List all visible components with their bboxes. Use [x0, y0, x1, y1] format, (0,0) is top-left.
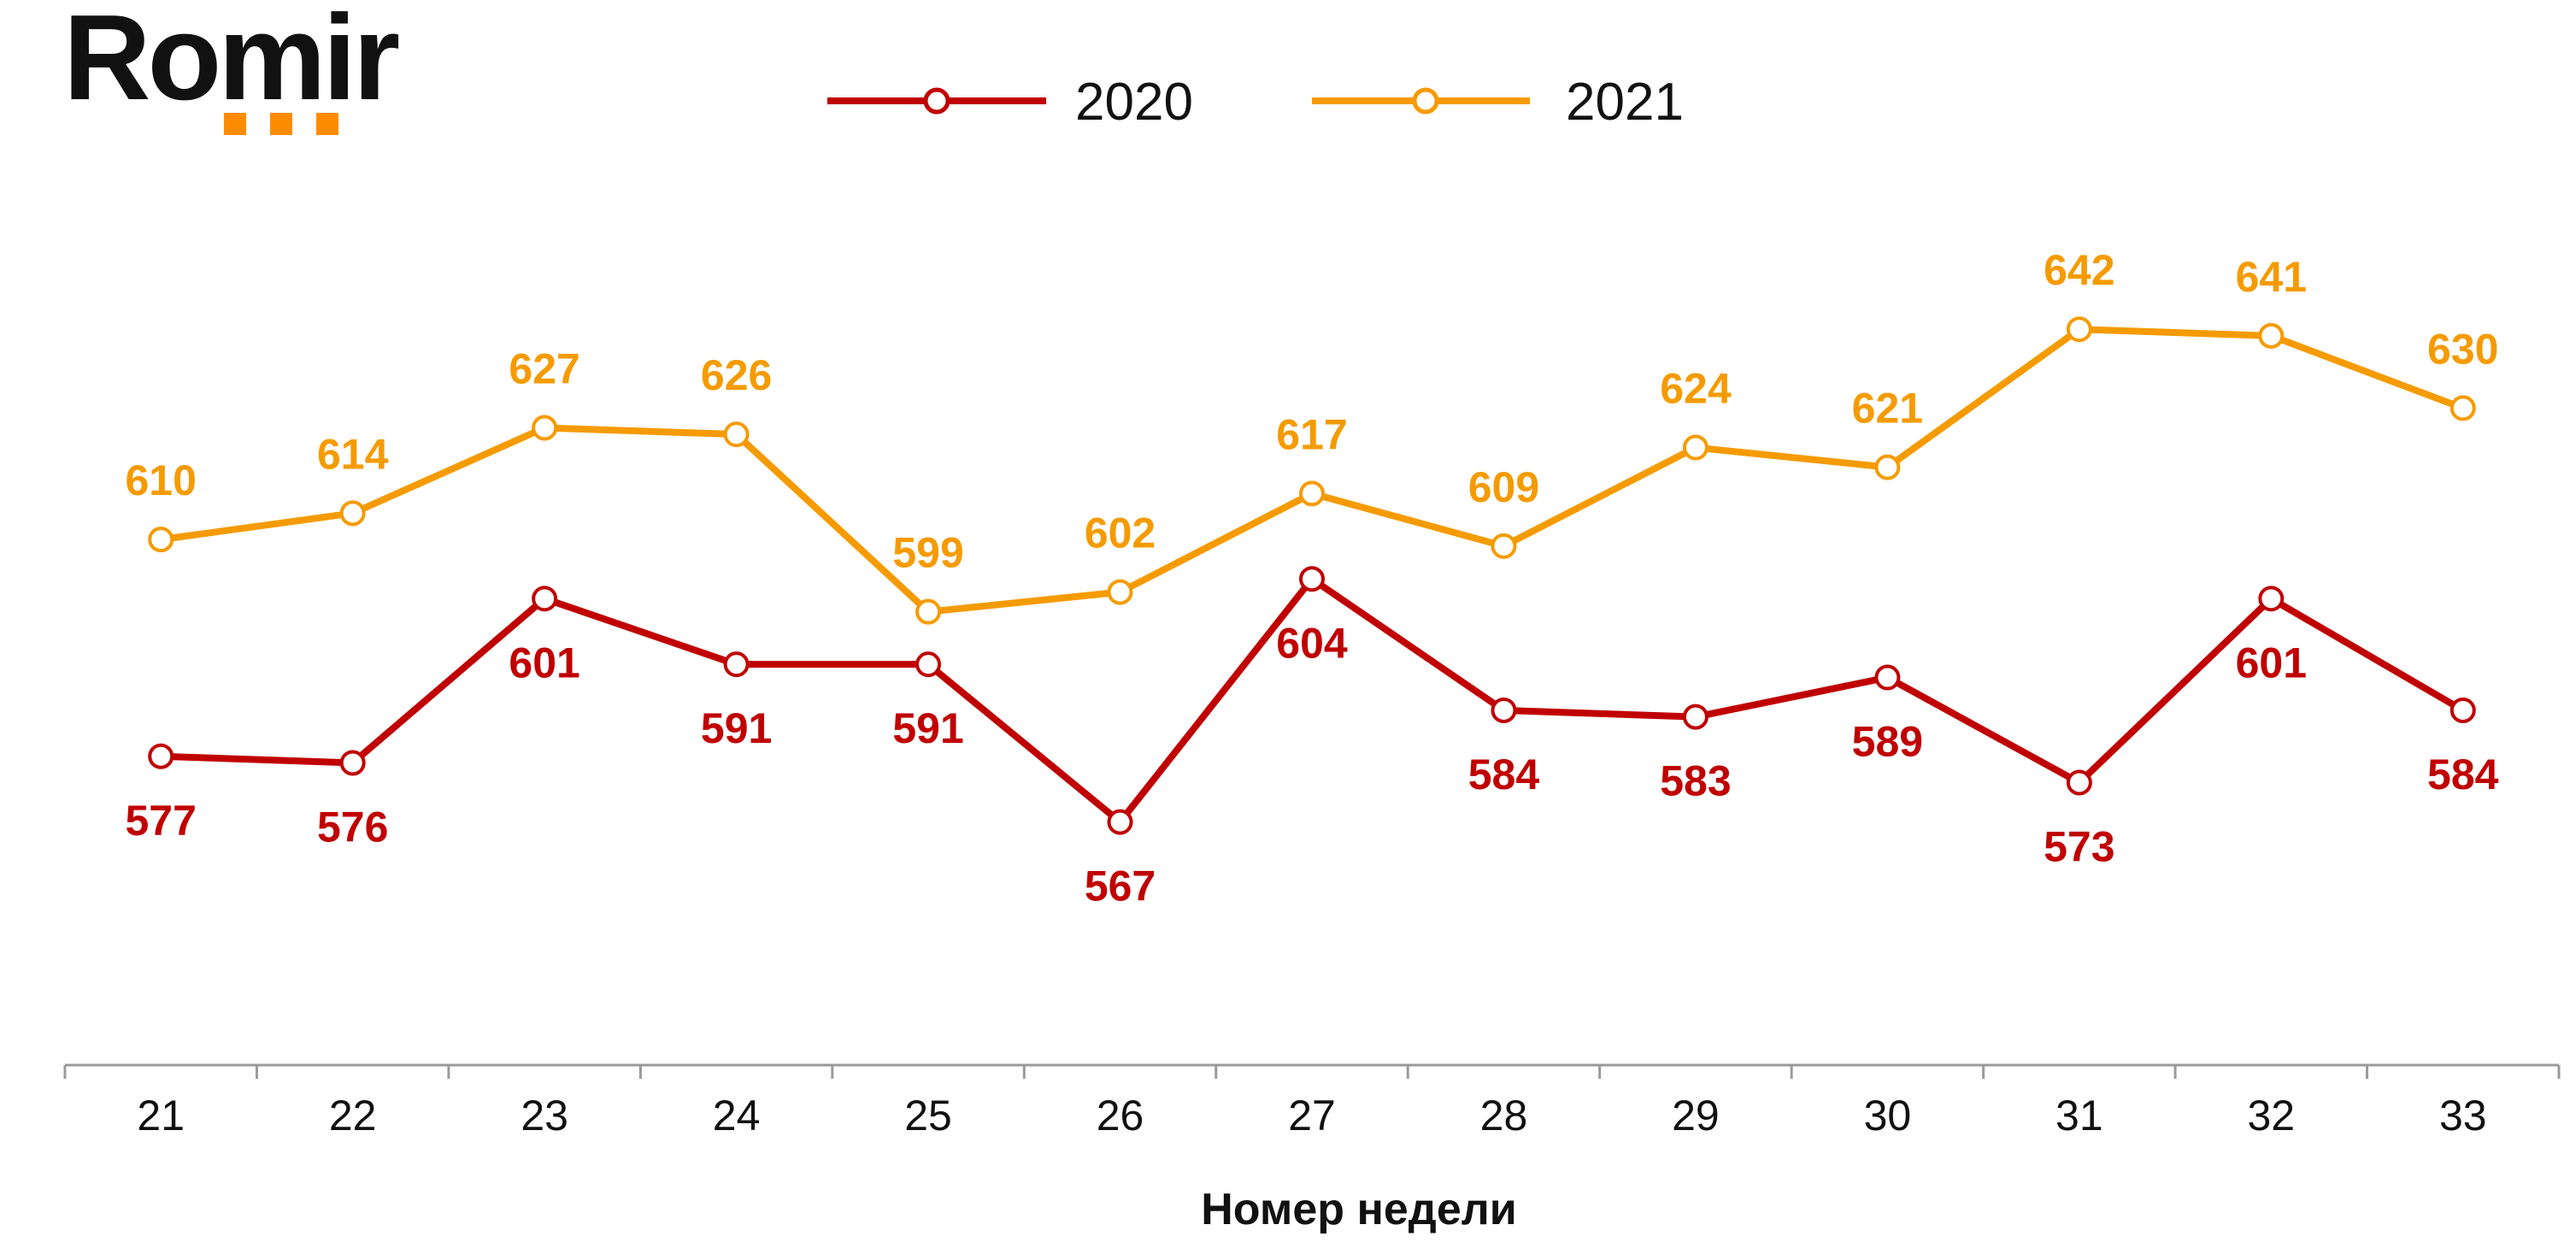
data-label: 642 [2044, 246, 2114, 294]
x-axis-label: Номер недели [1201, 1185, 1516, 1234]
data-point [2258, 322, 2285, 349]
data-label: 584 [1468, 751, 1540, 798]
x-tick-label: 32 [2247, 1092, 2295, 1139]
x-tick-label: 30 [1864, 1092, 1912, 1139]
logo-dots-icon [224, 113, 338, 135]
logo: Romir [63, 0, 403, 135]
data-point [1107, 809, 1133, 835]
data-point [1107, 579, 1133, 605]
legend-item-2020: 2020 [827, 73, 1193, 132]
data-label: 573 [2044, 823, 2114, 871]
data-label: 584 [2427, 751, 2499, 798]
x-tick-label: 24 [713, 1092, 761, 1139]
data-point [1491, 697, 1517, 723]
data-point [1682, 434, 1709, 461]
x-tick-label: 29 [1672, 1092, 1720, 1139]
series-line [157, 575, 2467, 826]
data-point [1874, 664, 1901, 691]
data-label: 567 [1085, 863, 1156, 910]
data-point [148, 743, 174, 769]
data-point [532, 586, 558, 612]
data-label: 583 [1660, 757, 1731, 805]
data-label: 599 [892, 529, 963, 577]
data-label: 626 [701, 351, 772, 399]
legend: 2020 2021 [827, 73, 1684, 132]
logo-dot [270, 113, 292, 135]
x-tick-label: 26 [1097, 1092, 1144, 1139]
data-point [2066, 769, 2092, 796]
data-label: 614 [317, 430, 389, 478]
x-tick-label: 27 [1288, 1092, 1336, 1139]
data-point [532, 415, 558, 441]
data-point [148, 527, 174, 553]
data-label: 630 [2427, 325, 2498, 373]
x-tick-label: 33 [2439, 1092, 2487, 1139]
x-tick-label: 21 [137, 1092, 185, 1139]
data-label: 576 [317, 803, 388, 851]
series-layer: 577 576 601 591 591 567 604 584 583 589 573 601 584 6… [126, 246, 2499, 910]
data-label: 577 [126, 797, 197, 845]
logo-dot [224, 113, 246, 135]
data-point [2450, 697, 2476, 723]
data-point [2258, 586, 2285, 612]
data-label: 610 [126, 456, 197, 504]
data-label: 641 [2236, 253, 2307, 301]
data-point [1299, 566, 1325, 592]
data-label: 591 [701, 704, 772, 752]
data-label: 624 [1660, 365, 1732, 413]
logo-text: Romir [63, 0, 399, 126]
x-tick-label: 31 [2056, 1092, 2103, 1139]
data-point [915, 598, 942, 625]
x-tick-label: 25 [904, 1092, 952, 1139]
data-point [339, 750, 366, 776]
data-label: 617 [1276, 410, 1347, 458]
legend-item-2021: 2021 [1312, 73, 1684, 132]
logo-dot [316, 113, 338, 135]
data-point [339, 500, 366, 527]
legend-swatch-marker [923, 87, 950, 115]
data-point [915, 651, 942, 678]
x-tick-label: 28 [1480, 1092, 1528, 1139]
data-point [2066, 316, 2092, 343]
legend-label: 2020 [1075, 73, 1193, 132]
series-2021: 610 614 627 626 599 602 617 609 624 621 642 641 630 [126, 246, 2498, 625]
data-label: 621 [1852, 385, 1923, 433]
x-tick-label: 22 [329, 1092, 377, 1139]
legend-swatch-marker [1412, 87, 1439, 115]
data-point [2450, 395, 2476, 421]
data-point [723, 421, 750, 448]
data-label: 604 [1276, 619, 1348, 667]
x-axis: 21 22 23 24 25 26 27 28 29 30 31 32 33 [63, 1063, 2561, 1139]
x-tick-label: 23 [520, 1092, 568, 1139]
series-2020: 577 576 601 591 591 567 604 584 583 589 573 601 584 [126, 566, 2499, 910]
data-point [1491, 533, 1517, 559]
data-label: 602 [1085, 509, 1156, 557]
data-point [723, 651, 750, 678]
data-label: 601 [2236, 639, 2307, 686]
data-label: 627 [509, 344, 579, 392]
data-label: 589 [1852, 718, 1923, 766]
data-point [1682, 704, 1709, 730]
data-label: 601 [509, 639, 579, 686]
data-label: 591 [892, 704, 963, 752]
data-label: 609 [1468, 463, 1539, 511]
data-point [1874, 454, 1901, 480]
legend-label: 2021 [1566, 73, 1684, 132]
data-point [1299, 480, 1325, 507]
